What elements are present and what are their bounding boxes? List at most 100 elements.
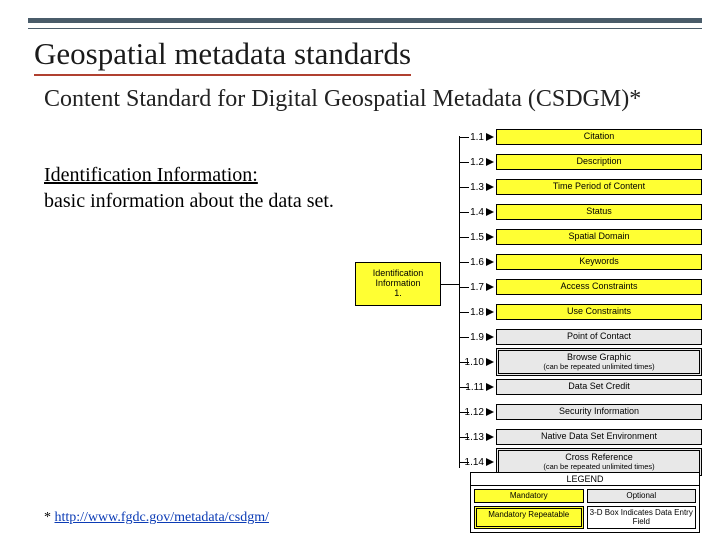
tree-node: Access Constraints [496,279,702,294]
node-sublabel: (can be repeated unlimited times) [501,363,697,371]
tree-node: Point of Contact [496,329,702,344]
arrow-icon [486,433,494,441]
connector-tick [459,437,469,438]
footnote-marker: * [44,510,55,525]
tree-row: 1.9 Point of Contact [452,326,702,348]
connector-tick [459,312,469,313]
tree-row: 1.7 Access Constraints [452,276,702,298]
tree-node: Browse Graphic(can be repeated unlimited… [496,348,702,375]
connector-tick [459,362,469,363]
arrow-icon [486,358,494,366]
tree-row: 1.3 Time Period of Content [452,176,702,198]
node-number: 1.5 [452,232,486,243]
arrow-icon [486,333,494,341]
tree-node: Data Set Credit [496,379,702,394]
node-label: Use Constraints [499,307,699,316]
tree-node: Time Period of Content [496,179,702,194]
node-number: 1.14 [452,457,486,468]
tree-row: 1.1 Citation [452,126,702,148]
legend-item: Optional [587,489,697,503]
node-label: Keywords [499,257,699,266]
node-label: Security Information [499,407,699,416]
tree-node: Keywords [496,254,702,269]
legend-title: LEGEND [471,473,699,486]
arrow-icon [486,208,494,216]
arrow-icon [486,308,494,316]
connector-tick [459,337,469,338]
node-number: 1.3 [452,182,486,193]
connector-tick [459,162,469,163]
node-number: 1.10 [452,357,486,368]
node-number: 1.11 [452,382,486,393]
connector-tick [459,137,469,138]
root-node-line3: 1. [356,289,440,299]
arrow-icon [486,183,494,191]
node-label: Time Period of Content [499,182,699,191]
arrow-icon [486,283,494,291]
arrow-icon [486,258,494,266]
arrow-icon [486,458,494,466]
header-rule-thin [28,28,702,29]
connector-tick [459,462,469,463]
tree-row: 1.10 Browse Graphic(can be repeated unlim… [452,351,702,373]
tree-row: 1.4 Status [452,201,702,223]
node-sublabel: (can be repeated unlimited times) [501,463,697,471]
node-label: Status [499,207,699,216]
tree-row: 1.14Cross Reference(can be repeated unli… [452,451,702,473]
page-title: Geospatial metadata standards [34,36,411,76]
tree-node: Native Data Set Environment [496,429,702,444]
connector-tick [459,212,469,213]
legend-grid: MandatoryOptionalMandatory Repeatable3-D… [471,486,699,532]
tree-row: 1.8 Use Constraints [452,301,702,323]
tree-row: 1.12 Security Information [452,401,702,423]
node-number: 1.7 [452,282,486,293]
header-rule-thick [28,18,702,23]
node-label: Description [499,157,699,166]
connector-tick [459,387,469,388]
arrow-icon [486,158,494,166]
tree-row: 1.13 Native Data Set Environment [452,426,702,448]
node-label: Spatial Domain [499,232,699,241]
node-label: Native Data Set Environment [499,432,699,441]
node-number: 1.6 [452,257,486,268]
node-label: Access Constraints [499,282,699,291]
tree-node: Description [496,154,702,169]
connector-tick [459,237,469,238]
node-number: 1.9 [452,332,486,343]
node-number: 1.8 [452,307,486,318]
connector-tick [459,287,469,288]
node-number: 1.12 [452,407,486,418]
root-node: Identification Information 1. [355,262,441,306]
arrow-icon [486,233,494,241]
node-number: 1.4 [452,207,486,218]
node-label: Data Set Credit [499,382,699,391]
tree-row: 1.11 Data Set Credit [452,376,702,398]
legend: LEGEND MandatoryOptionalMandatory Repeat… [470,472,700,533]
tree-row: 1.6 Keywords [452,251,702,273]
node-label: Point of Contact [499,332,699,341]
connector-tick [459,412,469,413]
node-number: 1.13 [452,432,486,443]
tree-row: 1.5 Spatial Domain [452,226,702,248]
arrow-icon [486,383,494,391]
connector-tick [459,262,469,263]
footnote: * http://www.fgdc.gov/metadata/csdgm/ [44,510,269,526]
tree-node: Use Constraints [496,304,702,319]
node-number: 1.1 [452,132,486,143]
arrow-icon [486,408,494,416]
section-heading: Identification Information: [44,164,258,187]
legend-item: 3-D Box Indicates Data Entry Field [587,506,697,529]
tree-node: Citation [496,129,702,144]
arrow-icon [486,133,494,141]
legend-item: Mandatory Repeatable [474,506,584,529]
diagram-tree: 1.1 Citation 1.2 Description 1.3 Time Period … [452,126,702,476]
footnote-link[interactable]: http://www.fgdc.gov/metadata/csdgm/ [55,510,270,525]
section-body: basic information about the data set. [44,190,334,213]
subtitle: Content Standard for Digital Geospatial … [44,86,684,114]
tree-node: Security Information [496,404,702,419]
tree-node: Status [496,204,702,219]
node-number: 1.2 [452,157,486,168]
legend-item: Mandatory [474,489,584,503]
connector-tick [459,187,469,188]
tree-node: Spatial Domain [496,229,702,244]
